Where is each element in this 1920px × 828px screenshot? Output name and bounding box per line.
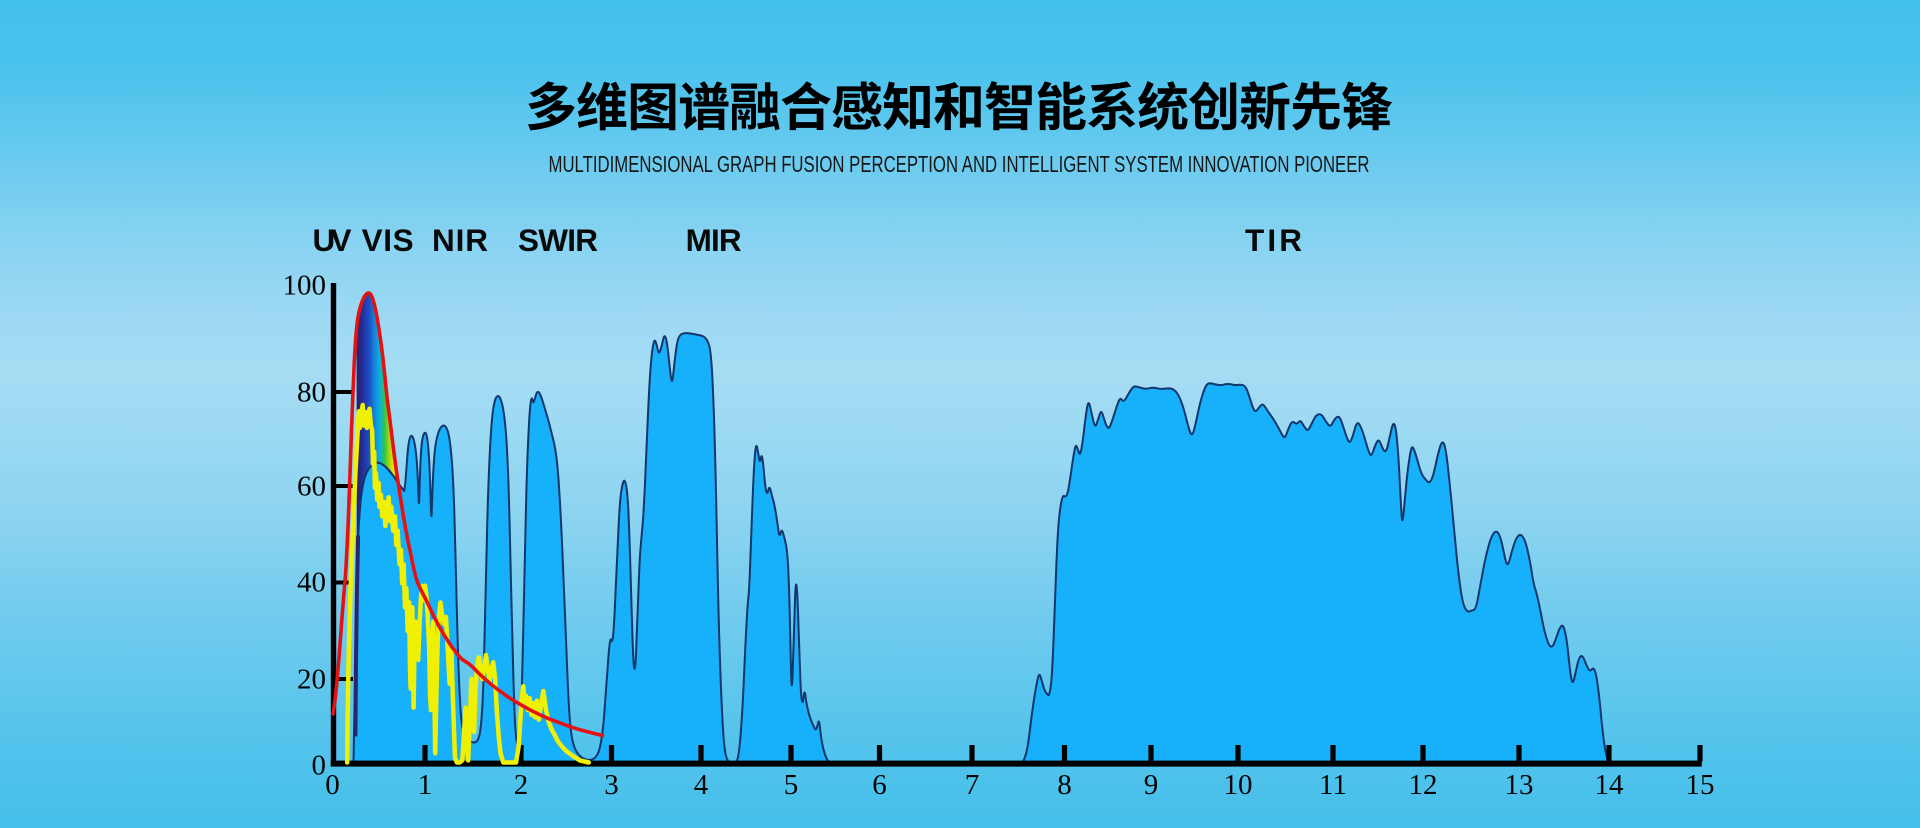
svg-text:SWIR: SWIR (518, 222, 598, 258)
svg-text:4: 4 (694, 769, 709, 801)
svg-text:7: 7 (965, 769, 980, 801)
svg-text:14: 14 (1595, 769, 1625, 801)
svg-text:5: 5 (784, 769, 799, 801)
svg-text:VIS: VIS (362, 222, 414, 258)
svg-text:1: 1 (418, 769, 433, 801)
svg-text:8: 8 (1057, 769, 1072, 801)
svg-text:100: 100 (283, 270, 327, 302)
svg-text:0: 0 (325, 769, 340, 801)
svg-text:9: 9 (1144, 769, 1159, 801)
svg-text:10: 10 (1224, 769, 1253, 801)
svg-text:TIR: TIR (1245, 222, 1302, 258)
svg-text:15: 15 (1686, 769, 1715, 801)
svg-text:40: 40 (297, 567, 326, 599)
svg-text:MULTIDIMENSIONAL GRAPH FUSION: MULTIDIMENSIONAL GRAPH FUSION PERCEPTION… (549, 151, 1370, 177)
svg-text:20: 20 (297, 664, 326, 696)
svg-text:2: 2 (514, 769, 529, 801)
svg-text:UV: UV (313, 222, 352, 258)
svg-text:80: 80 (297, 377, 326, 409)
svg-text:60: 60 (297, 471, 326, 503)
svg-text:0: 0 (312, 750, 327, 782)
svg-text:12: 12 (1409, 769, 1438, 801)
svg-text:MIR: MIR (686, 222, 742, 258)
svg-text:13: 13 (1505, 769, 1534, 801)
svg-text:11: 11 (1319, 769, 1347, 801)
svg-text:3: 3 (604, 769, 619, 801)
svg-text:6: 6 (872, 769, 887, 801)
svg-text:NIR: NIR (432, 222, 488, 258)
